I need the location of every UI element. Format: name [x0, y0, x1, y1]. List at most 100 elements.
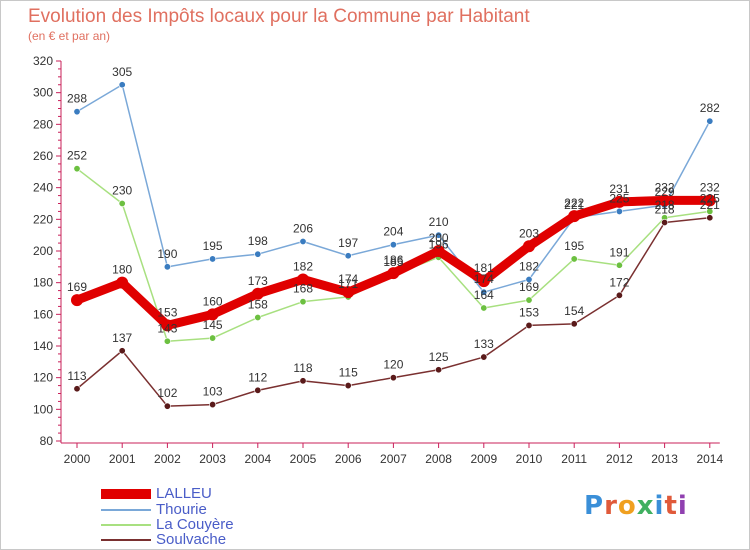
data-label: 115 — [339, 366, 358, 380]
data-point — [570, 255, 578, 263]
data-label: 125 — [429, 350, 449, 364]
logo-letter: i — [677, 491, 688, 521]
logo-letter: i — [654, 491, 665, 521]
data-label: 174 — [338, 272, 358, 286]
legend-label: Soulvache — [156, 531, 227, 548]
data-point — [118, 347, 126, 355]
data-label: 195 — [564, 239, 584, 253]
data-point — [209, 401, 217, 409]
y-tick-label: 140 — [33, 339, 53, 353]
y-tick-label: 200 — [33, 244, 53, 258]
data-label: 195 — [203, 239, 223, 253]
data-label: 206 — [293, 222, 313, 236]
x-tick-label: 2006 — [335, 452, 362, 466]
data-label: 197 — [338, 236, 358, 250]
data-label: 182 — [293, 260, 313, 274]
data-point-lalleu — [116, 276, 129, 289]
data-point-lalleu — [161, 319, 174, 332]
x-tick-label: 2007 — [380, 452, 407, 466]
data-label: 171 — [338, 277, 358, 291]
data-label: 196 — [429, 237, 449, 251]
y-tick-label: 80 — [40, 434, 54, 448]
data-point — [615, 207, 623, 215]
data-label: 232 — [655, 180, 675, 194]
data-point — [615, 261, 623, 269]
x-tick-label: 2004 — [244, 452, 271, 466]
data-point — [344, 382, 352, 390]
y-tick-label: 260 — [33, 149, 53, 163]
data-label: 190 — [157, 247, 177, 261]
logo-letter: x — [636, 491, 655, 521]
data-label: 218 — [655, 198, 675, 212]
data-point-lalleu — [568, 210, 581, 223]
data-point — [661, 219, 669, 227]
data-label: 229 — [655, 185, 675, 199]
data-label: 143 — [157, 321, 177, 335]
legend-label: LALLEU — [156, 485, 212, 502]
data-label: 160 — [203, 294, 223, 308]
page-subtitle: (en € et par an) — [28, 29, 111, 43]
legend-swatch — [101, 524, 151, 526]
y-tick-label: 120 — [33, 371, 53, 385]
data-point-lalleu — [703, 194, 716, 207]
y-tick-label: 160 — [33, 307, 53, 321]
data-label: 182 — [519, 260, 539, 274]
data-point — [299, 298, 307, 306]
legend-label: La Couyère — [156, 516, 234, 533]
data-label: 200 — [429, 231, 449, 245]
data-point — [389, 241, 397, 249]
x-tick-label: 2003 — [199, 452, 226, 466]
data-label: 230 — [112, 184, 132, 198]
data-label: 288 — [67, 92, 87, 106]
x-tick-label: 2008 — [425, 452, 452, 466]
data-label: 191 — [609, 245, 629, 259]
legend-swatch — [101, 539, 151, 541]
data-point — [163, 337, 171, 345]
y-tick-label: 300 — [33, 86, 53, 100]
data-label: 186 — [383, 253, 403, 267]
proxiti-logo: Proxiti — [584, 491, 688, 521]
data-point-lalleu — [251, 287, 264, 300]
data-label: 222 — [564, 196, 584, 210]
logo-letter: P — [584, 491, 605, 521]
x-tick-label: 2010 — [516, 452, 543, 466]
data-point-lalleu — [297, 273, 309, 286]
data-point — [209, 334, 217, 342]
data-point-lalleu — [613, 195, 626, 208]
data-label: 181 — [474, 261, 494, 275]
data-point — [480, 353, 488, 361]
data-label: 210 — [429, 215, 449, 229]
data-point-lalleu — [71, 294, 83, 307]
data-point — [706, 117, 714, 125]
data-label: 221 — [564, 198, 584, 212]
data-label: 169 — [519, 280, 539, 294]
legend-swatch — [101, 509, 151, 511]
data-label: 145 — [203, 318, 223, 332]
x-tick-label: 2012 — [606, 452, 633, 466]
data-point-lalleu — [387, 267, 400, 280]
data-label: 225 — [700, 191, 720, 205]
logo-letter: r — [604, 491, 618, 521]
data-point — [435, 231, 443, 239]
data-label: 282 — [700, 101, 720, 115]
data-label: 137 — [112, 331, 132, 345]
data-label: 168 — [293, 282, 313, 296]
data-label: 231 — [609, 182, 629, 196]
data-point — [254, 250, 262, 258]
data-label: 218 — [655, 203, 675, 217]
data-label: 204 — [383, 225, 403, 239]
data-point — [525, 296, 533, 304]
y-tick-label: 220 — [33, 212, 53, 226]
data-label: 118 — [293, 361, 312, 375]
legend-swatch — [101, 489, 151, 499]
data-point — [254, 386, 262, 394]
data-label: 172 — [609, 275, 629, 289]
data-label: 252 — [67, 149, 87, 163]
page-title: Evolution des Impôts locaux pour la Comm… — [28, 6, 530, 27]
data-point — [163, 402, 171, 410]
x-tick-label: 2009 — [470, 452, 497, 466]
data-point — [73, 108, 81, 116]
data-point — [570, 320, 578, 328]
data-point — [480, 288, 488, 296]
